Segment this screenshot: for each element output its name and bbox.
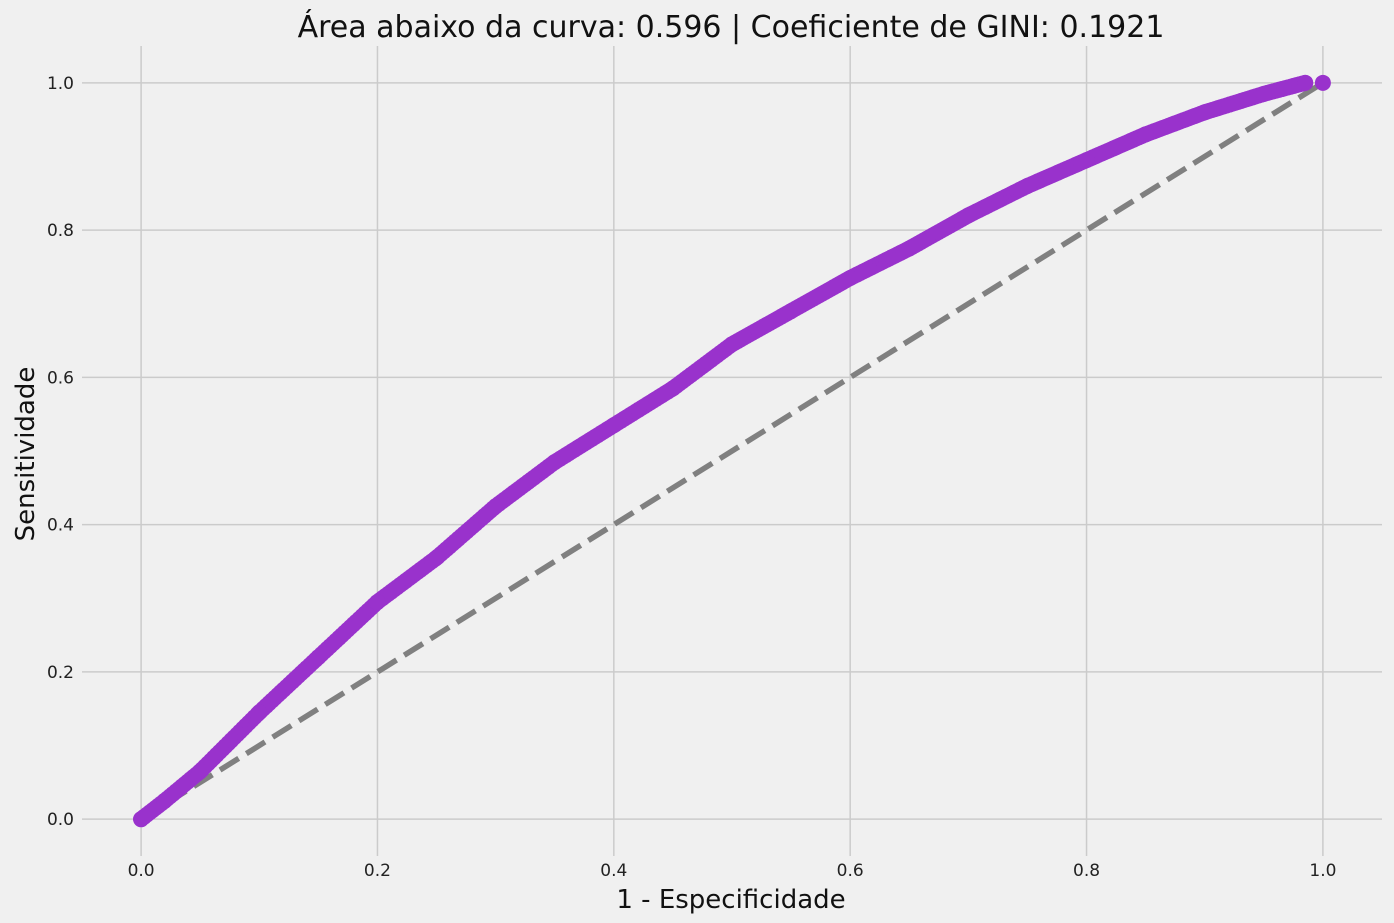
y-tick-label: 0.2: [47, 663, 74, 683]
roc-point: [1137, 126, 1154, 143]
roc-point: [664, 380, 681, 397]
roc-point: [1297, 74, 1314, 91]
roc-point: [605, 417, 622, 434]
roc-point: [724, 336, 740, 353]
x-tick-label: 0.4: [600, 861, 627, 881]
y-tick-label: 1.0: [47, 74, 74, 94]
chart-title: Área abaixo da curva: 0.596 | Coeficient…: [298, 9, 1165, 45]
roc-point: [1255, 85, 1272, 102]
roc-point: [310, 649, 327, 666]
y-tick-label: 0.4: [47, 516, 74, 536]
tick-label-layer: 0.0 0.2 0.4 0.6 0.8 1.0 0.0 0.2 0.4 0.6 0.8 1.0: [47, 74, 1336, 881]
roc-point: [1196, 104, 1213, 121]
roc-point: [1078, 152, 1095, 169]
y-axis-label: Sensitividade: [11, 367, 41, 542]
roc-point: [546, 454, 563, 471]
x-tick-label: 0.0: [128, 861, 155, 881]
x-tick-label: 0.2: [364, 861, 391, 881]
roc-point: [901, 240, 918, 257]
roc-point: [133, 811, 150, 828]
roc-point: [783, 303, 800, 320]
x-tick-label: 0.6: [837, 861, 864, 881]
roc-point: [251, 704, 268, 721]
y-tick-label: 0.6: [47, 368, 74, 388]
roc-point: [428, 549, 445, 566]
x-axis-label: 1 - Especificidade: [616, 885, 845, 915]
roc-point: [1019, 177, 1036, 194]
reference-line-layer: [139, 80, 1325, 822]
roc-point: [369, 593, 386, 610]
y-tick-label: 0.0: [47, 810, 74, 830]
x-tick-label: 1.0: [1309, 861, 1336, 881]
roc-point: [842, 269, 859, 286]
roc-points-layer: [133, 74, 1331, 828]
grid-layer: [82, 46, 1382, 856]
y-tick-label: 0.8: [47, 221, 74, 241]
roc-point: [960, 207, 977, 224]
roc-point: [487, 498, 504, 515]
roc-point: [156, 792, 173, 809]
roc-point: [1314, 74, 1331, 91]
reference-diagonal-line: [139, 80, 1325, 822]
roc-point: [192, 763, 209, 780]
x-tick-label: 0.8: [1073, 861, 1100, 881]
